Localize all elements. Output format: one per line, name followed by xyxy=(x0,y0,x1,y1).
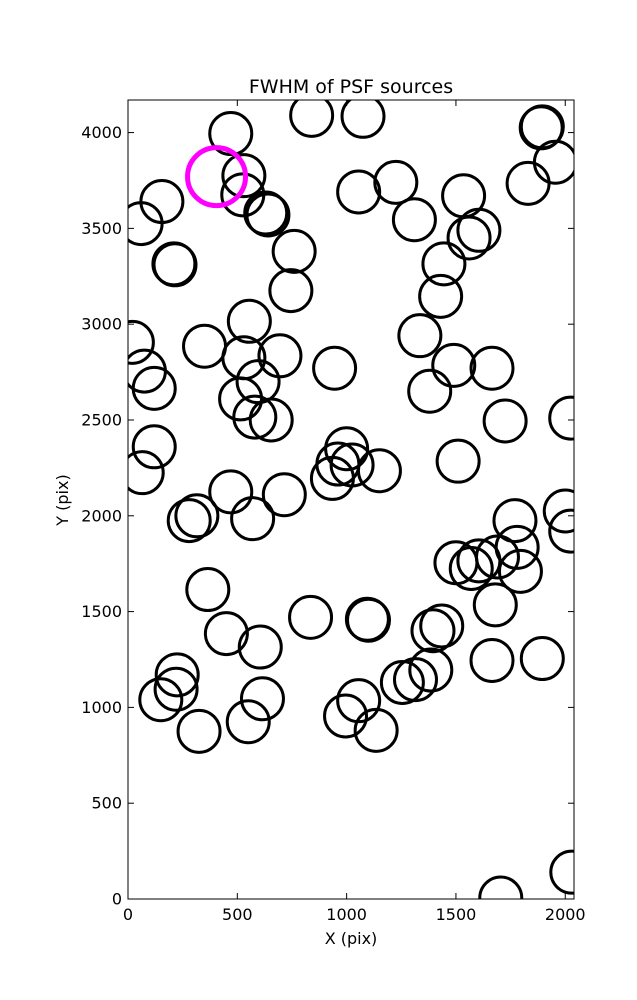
psf-source-marker xyxy=(419,603,465,649)
axes: 0 500 1000 1500 2000 0 500 1000 1500 2000 2500 3000… xyxy=(81,99,586,924)
psf-source-marker xyxy=(435,438,481,484)
psf-source-marker xyxy=(289,100,335,138)
x-axis-label: X (pix) xyxy=(325,929,378,948)
psf-source-marker xyxy=(261,472,307,518)
source-markers xyxy=(128,100,574,899)
psf-source-marker xyxy=(336,169,382,215)
y-tick-label: 0 xyxy=(112,890,122,909)
psf-source-marker xyxy=(548,395,574,441)
psf-source-marker xyxy=(497,548,543,594)
psf-source-marker xyxy=(469,345,515,391)
psf-source-marker xyxy=(356,448,402,494)
psf-source-marker xyxy=(478,875,524,899)
psf-source-marker xyxy=(154,652,200,698)
x-tick-label: 2000 xyxy=(545,905,586,924)
psf-source-marker xyxy=(312,345,358,391)
chart-title: FWHM of PSF sources xyxy=(249,76,453,98)
psf-source-marker xyxy=(456,538,502,584)
psf-source-marker xyxy=(131,365,177,411)
y-axis-label: Y (pix) xyxy=(53,474,72,526)
psf-source-marker xyxy=(340,100,386,139)
psf-source-marker xyxy=(408,647,454,693)
psf-source-marker xyxy=(232,394,278,440)
psf-source-marker xyxy=(418,273,464,319)
x-tick-label: 1500 xyxy=(436,905,477,924)
psf-source-marker xyxy=(226,298,272,344)
psf-source-marker xyxy=(182,323,228,369)
psf-source-marker xyxy=(208,469,254,515)
psf-source-marker xyxy=(345,597,391,643)
psf-source-marker xyxy=(203,611,249,657)
psf-source-marker xyxy=(243,190,289,236)
psf-source-marker xyxy=(131,424,177,470)
psf-source-marker xyxy=(174,493,220,539)
y-tick-label: 4000 xyxy=(81,123,122,142)
psf-source-marker xyxy=(153,666,199,712)
y-tick-label: 3500 xyxy=(81,219,122,238)
x-tick-label: 500 xyxy=(222,905,253,924)
y-tick-label: 2500 xyxy=(81,410,122,429)
psf-source-marker xyxy=(542,488,574,534)
y-tick-label: 500 xyxy=(91,794,122,813)
psf-source-marker xyxy=(492,498,538,544)
psf-source-marker xyxy=(336,678,382,724)
psf-source-marker xyxy=(239,676,285,722)
y-tick-label: 3000 xyxy=(81,315,122,334)
psf-source-marker xyxy=(323,693,369,739)
x-tick-label: 1000 xyxy=(326,905,367,924)
psf-source-marker xyxy=(128,201,164,247)
psf-source-marker xyxy=(421,241,467,287)
psf-source-marker xyxy=(431,342,477,388)
psf-source-marker xyxy=(166,498,212,544)
psf-source-marker xyxy=(245,192,291,238)
psf-source-marker xyxy=(353,707,399,753)
psf-source-marker xyxy=(448,545,494,591)
y-tick-label: 2000 xyxy=(81,506,122,525)
psf-source-marker xyxy=(208,111,254,157)
psf-source-marker xyxy=(288,594,334,640)
psf-source-marker xyxy=(128,450,165,496)
psf-source-marker xyxy=(185,567,231,613)
psf-source-marker xyxy=(548,508,574,554)
psf-source-marker xyxy=(128,319,155,365)
psf-source-marker xyxy=(532,139,574,185)
psf-source-marker xyxy=(379,659,425,705)
highlighted-source-marker xyxy=(185,145,249,209)
psf-source-marker xyxy=(391,197,437,243)
psf-source-marker xyxy=(237,624,283,670)
psf-source-marker xyxy=(482,398,528,444)
psf-source-marker xyxy=(221,153,267,199)
psf-source-marker xyxy=(152,242,198,288)
y-tick-label: 1500 xyxy=(81,602,122,621)
psf-source-marker xyxy=(138,677,184,723)
psf-source-marker xyxy=(271,228,317,274)
x-tick-label: 0 xyxy=(123,905,133,924)
psf-source-marker xyxy=(456,207,502,253)
psf-source-marker xyxy=(505,160,551,206)
psf-source-marker xyxy=(549,849,574,895)
psf-source-marker xyxy=(268,268,314,314)
psf-source-marker xyxy=(469,637,515,683)
psf-source-marker xyxy=(410,608,456,654)
y-tick-label: 1000 xyxy=(81,698,122,717)
psf-source-marker xyxy=(519,636,565,682)
psf-source-marker xyxy=(176,708,222,754)
psf-source-marker xyxy=(248,397,294,443)
psf-source-marker xyxy=(397,313,443,359)
psf-source-marker xyxy=(225,699,271,745)
psf-source-marker xyxy=(407,368,453,414)
psf-source-marker xyxy=(309,455,355,501)
psf-source-marker xyxy=(446,215,492,261)
psf-source-marker xyxy=(472,582,518,628)
psf-source-marker xyxy=(373,159,419,205)
psf-source-marker xyxy=(230,496,276,542)
psf-source-marker xyxy=(218,376,264,422)
